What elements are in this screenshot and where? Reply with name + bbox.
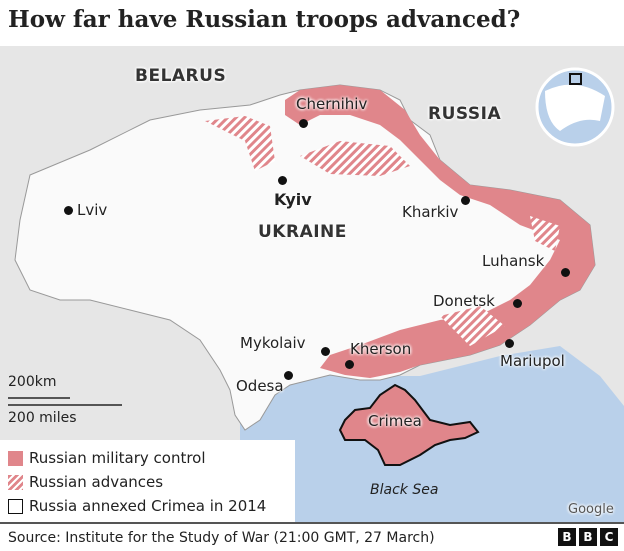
legend-item-advances: Russian advances (8, 473, 163, 491)
city-marker (505, 339, 514, 348)
city-marker (278, 176, 287, 185)
city-marker (461, 196, 470, 205)
russian-advances-area (205, 116, 275, 171)
legend-label: Russian advances (29, 473, 164, 491)
scale-label-km: 200km (8, 374, 57, 390)
city-label-donetsk: Donetsk (433, 292, 495, 310)
city-label-lviv: Lviv (77, 201, 108, 219)
google-attribution: Google (568, 502, 614, 517)
crimea-area (338, 383, 480, 466)
legend-swatch-outline (8, 498, 23, 514)
city-label-mykolaiv: Mykolaiv (240, 334, 306, 352)
country-label-ukraine: UKRAINE (258, 222, 347, 242)
city-marker (299, 119, 308, 128)
city-label-mariupol: Mariupol (500, 352, 565, 370)
scale-label-miles: 200 miles (8, 410, 77, 426)
russian-advances-area (530, 216, 560, 251)
legend-label: Russian military control (29, 449, 206, 467)
city-label-chernihiv: Chernihiv (296, 95, 368, 113)
city-label-kharkiv: Kharkiv (402, 203, 459, 221)
city-label-luhansk: Luhansk (482, 252, 545, 270)
globe-inset (535, 67, 615, 147)
city-marker (64, 206, 73, 215)
source-note: Source: Institute for the Study of War (… (8, 530, 435, 546)
legend-item-control: Russian military control (8, 449, 206, 467)
city-marker (321, 347, 330, 356)
logo-block: B (579, 528, 597, 546)
logo-block: C (600, 528, 618, 546)
city-marker (561, 268, 570, 277)
city-marker (345, 360, 354, 369)
city-label-odesa: Odesa (236, 377, 284, 395)
russian-advances-area (440, 306, 505, 346)
country-label-russia: RUSSIA (428, 104, 502, 124)
footer-divider (0, 522, 624, 524)
region-label-crimea: Crimea (368, 412, 422, 430)
legend-swatch-solid (8, 450, 23, 466)
map-title: How far have Russian troops advanced? (8, 6, 521, 33)
city-marker (513, 299, 522, 308)
country-label-belarus: BELARUS (135, 66, 227, 86)
legend: Russian military control Russian advance… (0, 440, 295, 522)
russian-advances-area (300, 141, 410, 176)
legend-label: Russia annexed Crimea in 2014 (29, 497, 267, 515)
legend-item-annexed: Russia annexed Crimea in 2014 (8, 497, 266, 515)
city-marker (284, 371, 293, 380)
logo-block: B (558, 528, 576, 546)
sea-label: Black Sea (370, 482, 439, 498)
bbc-logo: B B C (558, 528, 618, 546)
legend-swatch-hatched (8, 474, 23, 490)
city-label-kherson: Kherson (350, 340, 412, 358)
city-label-kyiv: Kyiv (274, 190, 312, 209)
